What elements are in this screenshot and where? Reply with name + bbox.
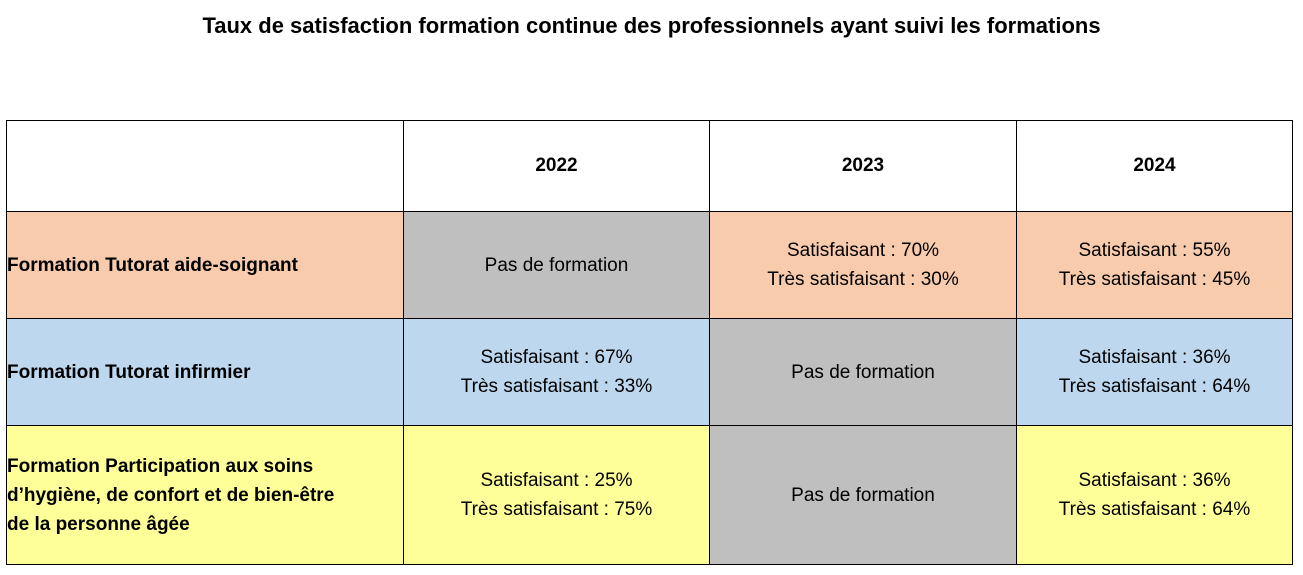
cell-2022-no-training: Pas de formation [403, 211, 710, 319]
cell-2023-no-training: Pas de formation [709, 318, 1017, 426]
row-label-participation-soins: Formation Participation aux soins d’hygi… [6, 425, 404, 565]
satisfied-value: Satisfaisant : 67% [480, 347, 633, 368]
table-header-row: 2022 2023 2024 [6, 120, 1293, 212]
cell-2024-results: Satisfaisant : 36% Très satisfaisant : 6… [1016, 318, 1293, 426]
row-label-line: Formation Participation aux soins [7, 455, 314, 477]
cell-2023-results: Satisfaisant : 70% Très satisfaisant : 3… [709, 211, 1017, 319]
header-year-2022: 2022 [403, 120, 710, 212]
no-training-text: Pas de formation [484, 254, 629, 276]
page-title: Taux de satisfaction formation continue … [202, 13, 1101, 38]
row-label-line: de la personne âgée [7, 513, 190, 535]
header-empty-cell [6, 120, 404, 212]
very-satisfied-value: Très satisfaisant : 75% [460, 499, 653, 520]
cell-2024-results: Satisfaisant : 36% Très satisfaisant : 6… [1016, 425, 1293, 565]
satisfied-value: Satisfaisant : 70% [786, 240, 940, 261]
cell-2022-results: Satisfaisant : 25% Très satisfaisant : 7… [403, 425, 710, 565]
table-row-tutorat-aide-soignant: Formation Tutorat aide-soignant Pas de f… [6, 211, 1293, 319]
very-satisfied-value: Très satisfaisant : 45% [1058, 269, 1251, 290]
satisfied-value: Satisfaisant : 36% [1078, 470, 1231, 491]
satisfied-value: Satisfaisant : 25% [480, 470, 633, 491]
very-satisfied-value: Très satisfaisant : 64% [1058, 376, 1251, 397]
cell-2023-no-training: Pas de formation [709, 425, 1017, 565]
row-label-line: d’hygiène, de confort et de bien-être [7, 484, 335, 506]
cell-2024-results: Satisfaisant : 55% Très satisfaisant : 4… [1016, 211, 1293, 319]
no-training-text: Pas de formation [791, 361, 935, 383]
header-year-2024: 2024 [1016, 120, 1293, 212]
row-label-tutorat-aide-soignant: Formation Tutorat aide-soignant [6, 211, 404, 319]
satisfied-value: Satisfaisant : 55% [1078, 240, 1231, 261]
header-year-2023: 2023 [709, 120, 1017, 212]
very-satisfied-value: Très satisfaisant : 33% [460, 376, 653, 397]
table-row-tutorat-infirmier: Formation Tutorat infirmier Satisfaisant… [6, 318, 1293, 426]
row-label-tutorat-infirmier: Formation Tutorat infirmier [6, 318, 404, 426]
satisfaction-table: 2022 2023 2024 Formation Tutorat aide-so… [6, 120, 1293, 565]
satisfied-value: Satisfaisant : 36% [1078, 347, 1231, 368]
table-row-participation-soins: Formation Participation aux soins d’hygi… [6, 425, 1293, 565]
very-satisfied-value: Très satisfaisant : 30% [767, 269, 959, 290]
cell-2022-results: Satisfaisant : 67% Très satisfaisant : 3… [403, 318, 710, 426]
no-training-text: Pas de formation [791, 484, 935, 506]
very-satisfied-value: Très satisfaisant : 64% [1058, 499, 1251, 520]
